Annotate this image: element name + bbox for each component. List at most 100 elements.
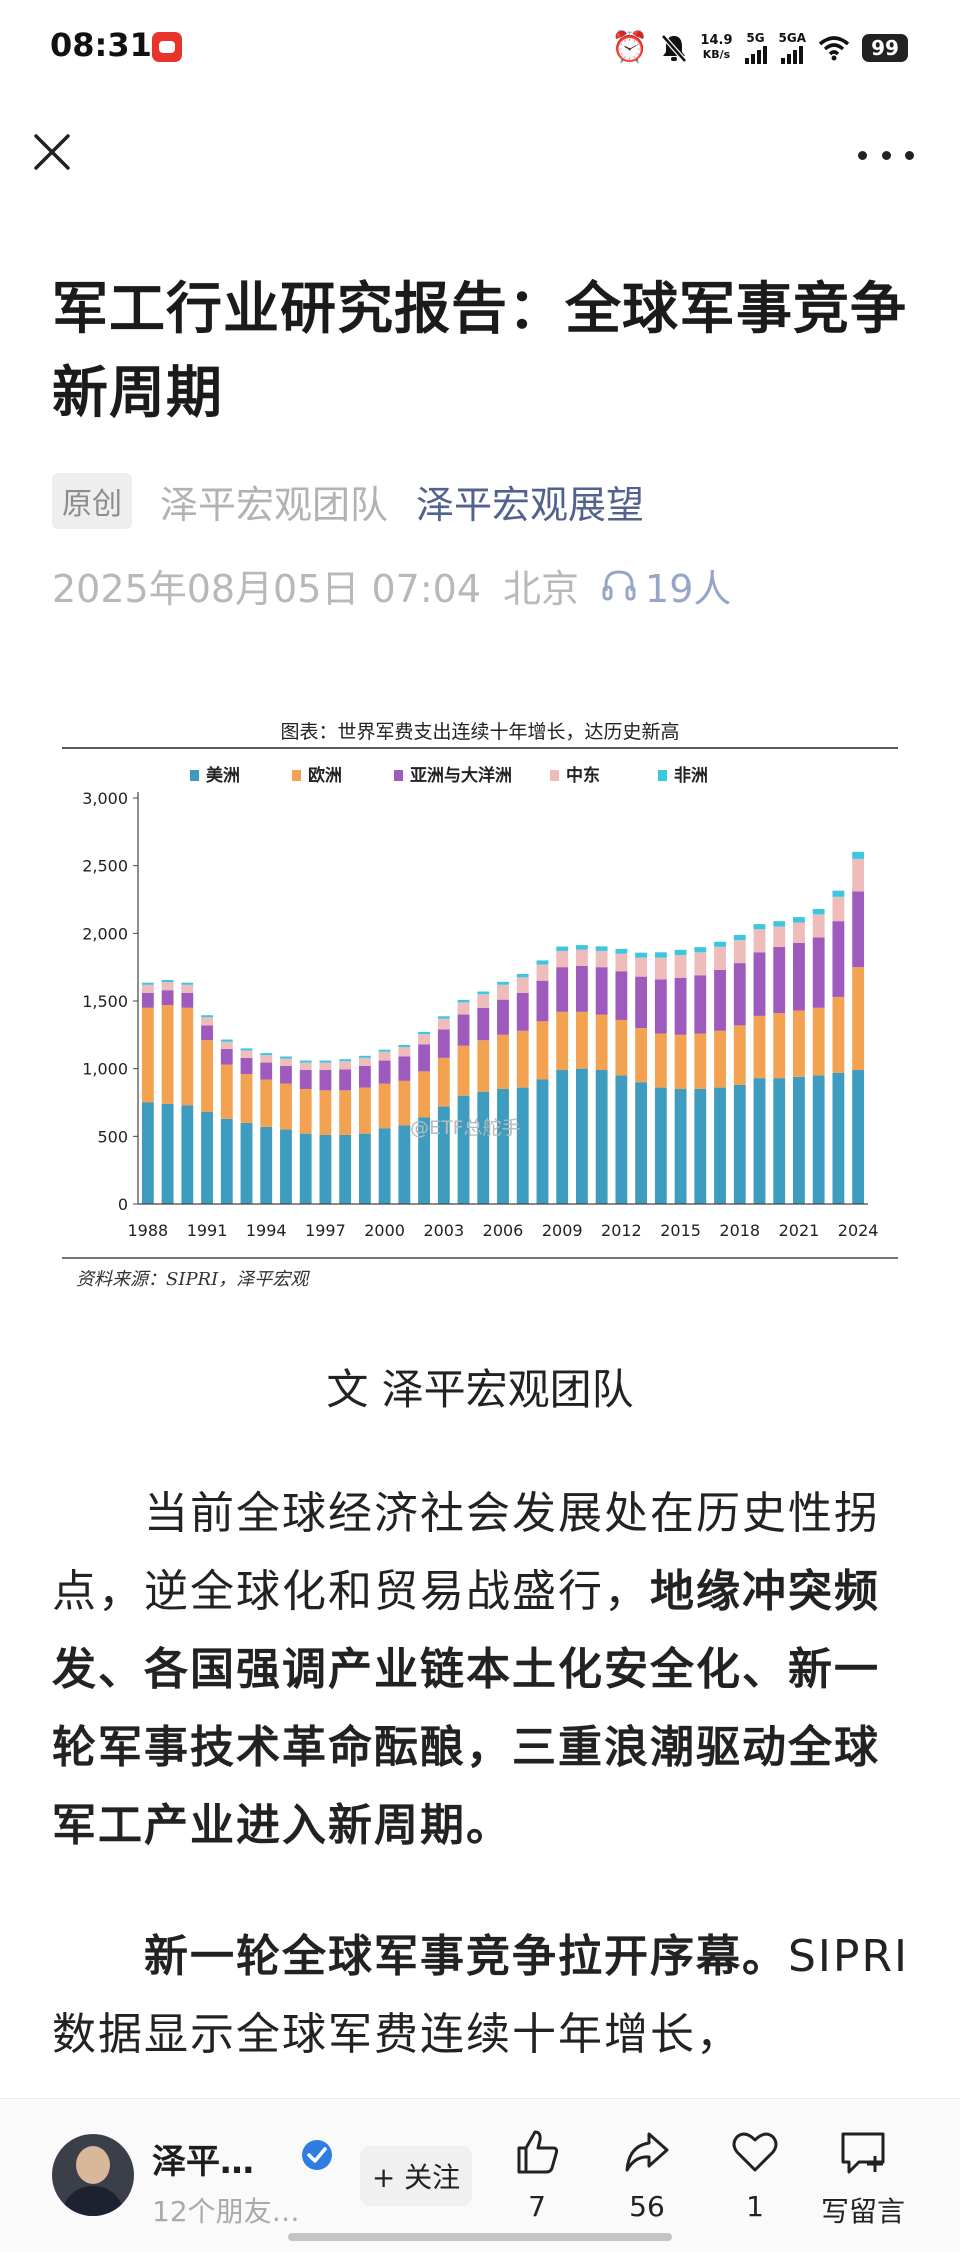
comment-button[interactable]: 写留言 bbox=[808, 2126, 918, 2236]
bar-segment bbox=[358, 1133, 371, 1204]
bar-segment bbox=[615, 971, 628, 1020]
bar-segment bbox=[832, 996, 845, 1073]
bar-segment bbox=[773, 1078, 786, 1204]
y-axis: 0 500 1,000 1,500 2,000 2,500 3,000 bbox=[82, 789, 139, 1214]
bar-segment bbox=[240, 1122, 253, 1204]
bar-segment bbox=[654, 1087, 667, 1204]
bar-segment bbox=[773, 926, 786, 947]
bar-segment bbox=[635, 952, 648, 958]
bar-segment bbox=[418, 1117, 430, 1204]
bar-segment bbox=[516, 973, 529, 978]
bar-segment bbox=[793, 922, 805, 943]
share-button[interactable]: 56 bbox=[592, 2126, 702, 2236]
bar-segment bbox=[595, 950, 608, 968]
legend-label: 美洲 bbox=[206, 765, 240, 786]
bar-segment bbox=[299, 1070, 312, 1089]
more-button[interactable] bbox=[858, 140, 914, 170]
bar-segment bbox=[181, 982, 194, 985]
bar-segment bbox=[536, 1021, 549, 1080]
bar-segment bbox=[201, 1025, 213, 1041]
bar-segment bbox=[398, 1044, 411, 1048]
bar-segment bbox=[358, 1055, 371, 1058]
bar-segment bbox=[181, 992, 194, 1008]
listen-button[interactable]: 19人 bbox=[601, 558, 731, 613]
chart-legend: 美洲 欧洲 亚洲与大洋洲 中东 非洲 bbox=[190, 765, 708, 786]
comment-plus-icon bbox=[841, 2132, 885, 2174]
x-tick-label: 2012 bbox=[601, 1221, 642, 1240]
bar-segment bbox=[753, 924, 766, 930]
y-tick-label: 1,500 bbox=[82, 992, 128, 1011]
bar-segment bbox=[339, 1059, 352, 1062]
bar-segment bbox=[635, 957, 648, 977]
bar-segment bbox=[280, 1058, 292, 1066]
x-tick-label: 2000 bbox=[364, 1221, 405, 1240]
bar-segment bbox=[536, 1079, 549, 1204]
bar-segment bbox=[161, 990, 174, 1006]
bar-segment bbox=[753, 929, 766, 953]
bar-segment bbox=[832, 896, 845, 922]
bar-segment bbox=[852, 858, 865, 892]
bar-segment bbox=[615, 948, 628, 954]
author-avatar[interactable] bbox=[52, 2134, 134, 2216]
bar-segment bbox=[437, 1018, 450, 1030]
y-tick-label: 3,000 bbox=[82, 789, 128, 808]
x-tick-label: 2003 bbox=[423, 1221, 464, 1240]
paragraph-2: 新一轮全球军事竞争拉开序幕。SIPRI数据显示全球军费连续十年增长， bbox=[52, 1918, 912, 2074]
bar-segment bbox=[832, 921, 845, 997]
bar-segment bbox=[556, 946, 569, 951]
bar-segment bbox=[437, 1106, 450, 1204]
sim2-signal: 5GA bbox=[779, 32, 806, 64]
bar-segment bbox=[319, 1062, 332, 1071]
bar-segment bbox=[240, 1048, 253, 1051]
bar-segment bbox=[793, 1010, 805, 1077]
bar-segment bbox=[832, 890, 845, 897]
y-tick-label: 0 bbox=[118, 1195, 128, 1214]
net-speed-unit: KB/s bbox=[702, 48, 731, 61]
y-tick-label: 500 bbox=[97, 1127, 128, 1146]
bar-segment bbox=[536, 964, 549, 981]
bar-segment bbox=[457, 1014, 470, 1046]
legend-label: 欧洲 bbox=[308, 765, 342, 786]
bar-segment bbox=[418, 1044, 430, 1072]
para2-bold: 新一轮全球军事竞争拉开序幕。 bbox=[144, 1931, 788, 1982]
bar-segment bbox=[319, 1090, 332, 1135]
bar-segment bbox=[161, 1005, 174, 1104]
legend-swatch bbox=[550, 770, 559, 781]
bar-segment bbox=[674, 1034, 687, 1089]
bar-segment bbox=[319, 1070, 332, 1091]
bar-segment bbox=[398, 1080, 411, 1126]
account-link[interactable]: 泽平宏观展望 bbox=[416, 482, 645, 527]
bar-segment bbox=[852, 851, 865, 859]
bar-segment bbox=[437, 1029, 450, 1058]
bar-segment bbox=[595, 967, 608, 1015]
bar-segment bbox=[812, 937, 825, 1008]
more-icon bbox=[858, 150, 867, 160]
close-button[interactable] bbox=[28, 128, 76, 176]
bar-segment bbox=[319, 1134, 332, 1204]
bottom-author-name[interactable]: 泽平… bbox=[152, 2142, 254, 2182]
home-indicator bbox=[288, 2233, 672, 2241]
follow-button[interactable]: + 关注 bbox=[360, 2146, 472, 2206]
bar-segment bbox=[516, 992, 529, 1031]
x-tick-label: 1997 bbox=[305, 1221, 346, 1240]
bar-segment bbox=[576, 965, 588, 1012]
bar-segment bbox=[654, 1033, 667, 1088]
thumbs-up-icon bbox=[517, 2130, 559, 2174]
bar-segment bbox=[299, 1088, 312, 1134]
bar-segment bbox=[497, 1088, 509, 1204]
bar-segment bbox=[339, 1090, 352, 1135]
y-tick-label: 2,500 bbox=[82, 857, 128, 876]
legend-label: 非洲 bbox=[674, 765, 708, 786]
bar-segment bbox=[378, 1128, 391, 1204]
bar-segment bbox=[280, 1083, 292, 1130]
bar-segment bbox=[812, 908, 825, 915]
x-tick-label: 2021 bbox=[779, 1221, 820, 1240]
bar-segment bbox=[556, 1011, 569, 1071]
x-tick-label: 1994 bbox=[246, 1221, 287, 1240]
bar-segment bbox=[299, 1060, 312, 1063]
bar-segment bbox=[556, 1070, 569, 1204]
favorite-button[interactable]: 1 bbox=[700, 2126, 810, 2236]
x-tick-label: 2009 bbox=[542, 1221, 583, 1240]
bar-segment bbox=[280, 1129, 292, 1204]
like-button[interactable]: 7 bbox=[482, 2126, 592, 2236]
